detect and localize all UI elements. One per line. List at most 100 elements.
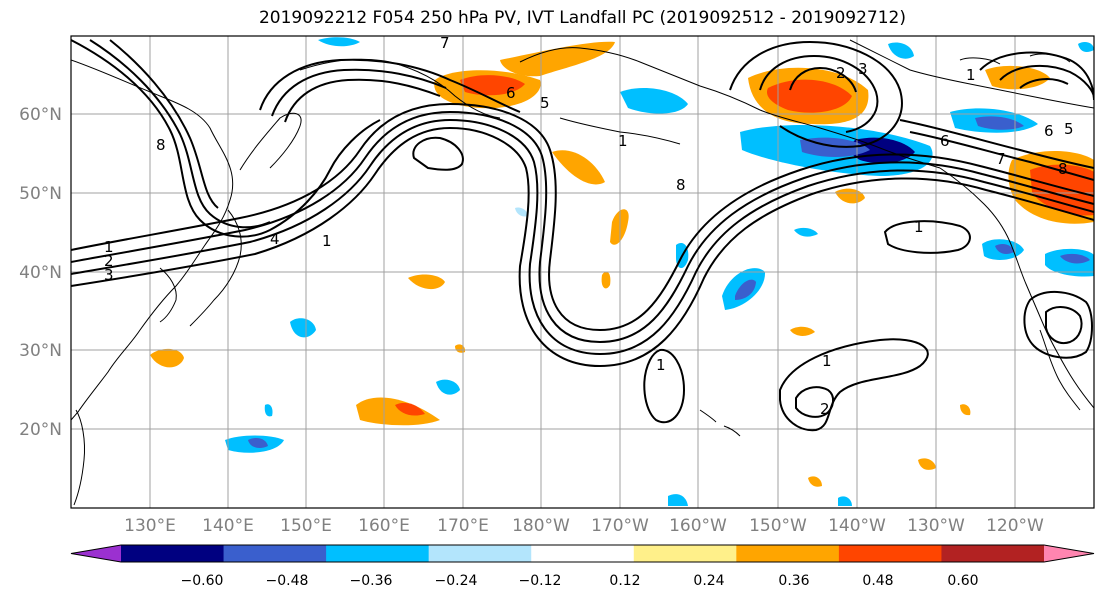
warm-anomaly-1 [552,150,605,185]
colorbar-extend-high [1044,545,1094,562]
latitude-label: 40°N [19,263,62,283]
contour-label: 3 [104,266,114,284]
contour-label: 8 [156,136,166,154]
pv-contour-loop-3 [284,78,441,123]
colorbar-segment [326,545,430,562]
cool-anomaly-8 [290,318,316,338]
cool-anomaly-9-core [248,438,268,448]
longitude-label: 120°W [986,516,1044,536]
pv-contour-closed-4 [1023,290,1093,359]
longitude-label: 140°E [202,516,254,536]
warm-anomaly-pnw-core [1030,164,1094,216]
contour-label: 8 [676,176,686,194]
contour-label: 6 [1044,122,1054,140]
colorbar: −0.60 −0.48 −0.36 −0.24 −0.12 0.12 0.24 … [70,544,1095,589]
colorbar-tick-label: 0.24 [693,573,724,589]
warm-anomaly-10 [601,271,611,289]
latitude-label: 20°N [19,420,62,440]
cool-anomaly-19 [515,207,528,217]
cool-anomaly-10 [436,379,460,395]
colorbar-tick-label: 0.12 [609,573,640,589]
contour-label: 5 [540,94,550,112]
cool-anomaly-14 [888,42,914,59]
pv-contour-closed-2 [779,338,929,432]
cool-anomaly-6 [620,88,688,114]
pv-contour-closed-5 [412,136,464,171]
coastline-hawaii [699,409,741,437]
pv-contour-loop-1 [259,58,521,113]
pv-contour-ridge-west-2 [89,39,271,229]
longitude-label: 150°E [280,516,332,536]
colorbar-tick-label: 0.60 [947,573,978,589]
warm-anomaly-ne [985,65,1050,90]
colorbar-segment [838,545,942,562]
colorbar-tick-label: −0.48 [266,573,309,589]
cool-anomaly-17 [668,494,688,506]
colorbar-tick-label: −0.60 [181,573,224,589]
contour-label: 2 [104,252,114,270]
contour-label: 4 [270,230,280,248]
colorbar-tick-label: 0.36 [778,573,809,589]
contour-label: 1 [322,232,332,250]
contour-label: 1 [914,218,924,236]
cool-anomaly-20 [264,404,273,417]
coastlines [71,39,1094,506]
warm-anomaly-5 [356,397,440,426]
pv-contour-loop-2 [271,68,447,117]
pv-contour-1 [71,102,1094,332]
warm-anomaly-2 [610,209,629,245]
longitude-label: 180°W [512,516,570,536]
colorbar-segments [70,544,1095,563]
coastline-aleutians [559,117,681,145]
contour-label: 7 [440,34,450,52]
warm-anomaly-5-core [395,402,425,416]
warm-anomaly-7 [790,326,815,336]
contour-label: 7 [996,150,1006,168]
warm-anomaly-11 [960,404,971,416]
cool-anomaly-18 [794,227,818,237]
colorbar-segment [531,545,635,562]
contour-label: 2 [836,64,846,82]
latitude-label: 60°N [19,105,62,125]
latitude-label: 50°N [19,184,62,204]
pv-contour-ridge-west [71,39,381,238]
coastline-north-america [939,167,1094,409]
longitude-label: 170°W [591,516,649,536]
contour-label: 1 [822,352,832,370]
longitude-label: 140°W [828,516,886,536]
contour-label: 2 [820,400,830,418]
cool-anomaly-21 [838,496,852,506]
pv-contour-ne-low [979,51,1094,101]
colorbar-segment [121,545,225,562]
cool-anomaly-7-core [735,279,756,300]
colorbar-segment [736,545,840,562]
warm-anomaly-3 [408,274,445,290]
longitude-label: 160°W [669,516,727,536]
longitude-labels: 130°E 140°E 150°E 160°E 170°E 180°W 170°… [124,516,1044,536]
pv-contour-closed-3 [883,220,971,254]
contour-label: 8 [1058,160,1068,178]
warm-anomaly-gulf-core [766,79,852,113]
coastline-korea [159,267,177,323]
longitude-label: 130°E [124,516,176,536]
colorbar-segment [941,545,1045,562]
cool-anomaly-13 [318,37,360,47]
pv-contour-east-jet-2 [909,131,1094,181]
contour-label: 1 [656,356,666,374]
pv-contour-3 [71,118,1094,356]
longitude-label: 170°E [437,516,489,536]
pv-contour-ridge-west-3 [109,39,219,209]
cool-anomaly-15 [1078,42,1094,52]
warm-anomaly-12 [808,476,822,487]
pv-contour-closed-4b [1045,306,1083,344]
warm-anomaly-alaska [500,41,615,77]
latitude-labels: 60°N 50°N 40°N 30°N 20°N [19,105,62,440]
map-panel: 8 7 6 5 4 1 1 2 3 1 8 1 2 3 1 6 7 8 6 5 [19,34,1095,536]
pv-contour-east-jet [899,119,1094,169]
pv-contour-alaska-low-2 [759,54,879,133]
coastline-canada-arctic [849,39,1094,109]
contour-label: 5 [1064,120,1074,138]
coastline-baja [1039,329,1081,411]
coastline-philippines [73,409,85,506]
contour-label: 1 [618,132,628,150]
